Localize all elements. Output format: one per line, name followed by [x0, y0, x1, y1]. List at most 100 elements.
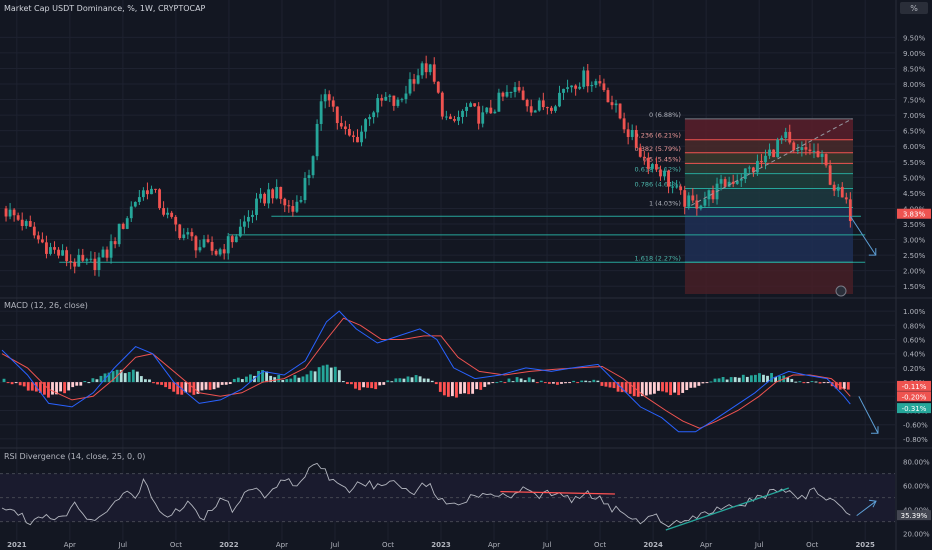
macd-histogram-bar	[539, 380, 543, 383]
candle-body	[808, 149, 812, 152]
candle-body	[663, 170, 666, 177]
candle-body	[295, 201, 299, 212]
macd-histogram-bar	[697, 382, 701, 386]
candle-body	[735, 180, 739, 184]
macd-histogram-bar	[123, 373, 127, 383]
candle-body	[638, 147, 642, 157]
macd-histogram-bar	[810, 381, 814, 383]
rsi-divergence-line[interactable]	[665, 487, 790, 531]
candle-body	[844, 197, 848, 200]
support-lines[interactable]	[59, 215, 866, 263]
candle-body	[655, 164, 658, 170]
price-tick-label: 8.00%	[903, 81, 926, 89]
candle-body	[642, 156, 646, 158]
candle-body	[570, 85, 574, 88]
rsi-arrow-line[interactable]	[856, 500, 877, 517]
macd-histogram-bar	[778, 375, 782, 383]
macd-histogram-bar	[341, 381, 345, 383]
candle-body	[287, 205, 291, 207]
candle-body	[671, 186, 675, 188]
macd-histogram-bar	[584, 380, 588, 383]
macd-histogram-bar	[616, 382, 620, 392]
macd-histogram-bar	[507, 378, 511, 383]
macd-histogram-bar	[753, 374, 757, 383]
candle-body	[703, 199, 707, 206]
macd-histogram-bar	[164, 382, 168, 388]
macd-histogram-bar	[543, 382, 547, 384]
candle-body	[731, 181, 735, 184]
rsi-arrow-head	[868, 499, 877, 508]
price-axis[interactable]: 9.50% 9.00% 8.50% 8.00% 7.50% 7.00% 6.50% 6.00%…	[903, 34, 926, 291]
macd-histogram-bar	[471, 382, 475, 394]
candle-body	[477, 106, 481, 124]
fib-level-label: 1 (4.03%)	[649, 200, 681, 208]
macd-value-badge	[897, 380, 931, 391]
macd-histogram-bar	[261, 370, 264, 383]
candle-body	[784, 131, 788, 138]
macd-histogram-bar	[224, 382, 228, 385]
rsi-value-label: 35.39%	[901, 512, 928, 520]
unit-badge[interactable]	[900, 2, 928, 14]
rsi-axis[interactable]: 80.00%60.00%40.00%20.00%35.39%	[897, 459, 931, 539]
unit-badge-label[interactable]: %	[910, 4, 918, 13]
macd-histogram-bar	[786, 377, 790, 383]
macd-histogram-bar	[301, 376, 305, 383]
candle-body	[505, 91, 509, 97]
macd-histogram-bar	[442, 382, 446, 396]
candle-body	[428, 64, 432, 73]
forecast-arrow-line[interactable]	[849, 215, 877, 256]
candle-body	[578, 86, 582, 89]
time-axis[interactable]: 2021 Apr Jul Oct 2022 Apr Jul Oct 2023 Apr Jul Oct 2…	[7, 541, 875, 549]
candle-body	[549, 107, 553, 111]
macd-arrow-line[interactable]	[858, 396, 879, 434]
macd-histogram-bar	[741, 374, 745, 383]
macd-histogram-bar	[269, 375, 273, 383]
macd-histogram-bar	[143, 379, 147, 383]
candle-body	[590, 85, 594, 87]
candle-body	[8, 209, 12, 217]
dashed-trendline[interactable]	[691, 118, 853, 206]
rsi-divergence-line[interactable]	[500, 490, 615, 495]
macd-histogram-bar	[2, 378, 6, 383]
candle-body	[218, 249, 222, 255]
fib-level-label: 0.618 (5.12%)	[635, 166, 681, 174]
candle-body	[194, 236, 198, 251]
macd-histogram-bar	[378, 382, 382, 386]
macd-histogram-bar	[354, 382, 357, 389]
candle-body	[121, 223, 125, 229]
candle-body	[49, 247, 52, 254]
candle-body	[89, 258, 93, 260]
candle-body	[489, 107, 493, 114]
macd-histogram-bar	[438, 382, 442, 392]
macd-histogram-bar	[200, 382, 204, 391]
macd-axis[interactable]: 1.00%0.80%0.60%0.40%0.20%0.00%-0.20%-0.4…	[897, 308, 931, 444]
candle-body	[162, 208, 166, 215]
macd-histogram-bar	[762, 374, 765, 383]
price-tick-label: 6.00%	[903, 143, 926, 151]
candle-body	[756, 160, 759, 173]
macd-histogram-bar	[216, 382, 220, 388]
candle-body	[234, 236, 238, 243]
macd-histogram-bar	[152, 382, 155, 384]
macd-histogram-bar	[168, 382, 172, 390]
macd-histogram-bar	[426, 378, 430, 383]
macd-histogram-bar	[709, 381, 713, 383]
macd-histogram-bar	[842, 382, 846, 389]
macd-histogram-bar	[677, 382, 681, 396]
candle-body	[683, 190, 687, 207]
candle-body	[743, 168, 747, 179]
macd-value-badge	[897, 403, 931, 414]
macd-histogram-bar	[325, 364, 329, 383]
fib-zone-band	[684, 173, 853, 189]
candle-body	[618, 103, 622, 119]
candle-body	[541, 100, 545, 108]
macd-histogram-bar	[30, 382, 34, 391]
time-tick-label: Apr	[276, 541, 288, 549]
candle-body	[101, 249, 105, 258]
macd-histogram-bar	[681, 382, 685, 393]
alert-icon[interactable]	[835, 285, 847, 297]
macd-tick-label: 1.00%	[903, 308, 926, 316]
candle-body	[509, 91, 513, 93]
macd-histogram-bar	[313, 371, 317, 383]
